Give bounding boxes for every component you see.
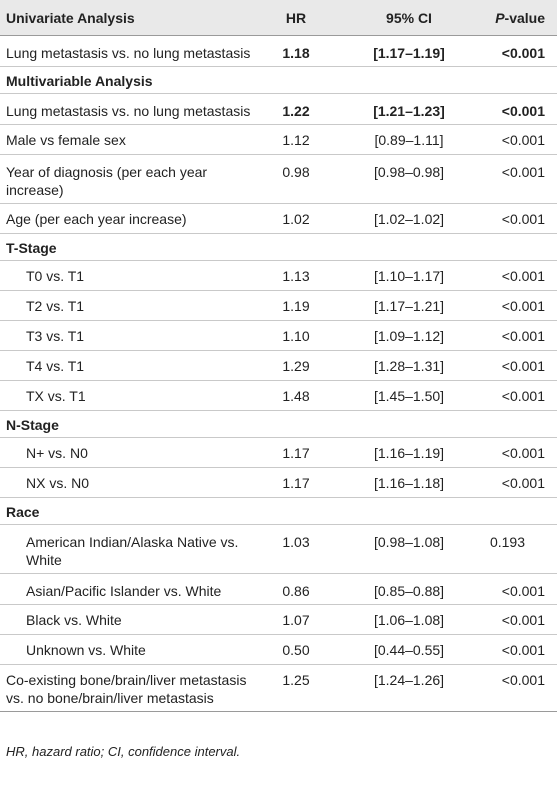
section-header: T-Stage <box>0 234 557 261</box>
table-row: Lung metastasis vs. no lung metastasis 1… <box>0 94 557 125</box>
section-header: Multivariable Analysis <box>0 67 557 94</box>
table-row: Year of diagnosis (per each year increas… <box>0 155 557 204</box>
table-row: Co-existing bone/brain/liver metastasis … <box>0 665 557 712</box>
table-row: T4 vs. T1 1.29 [1.28–1.31] <0.001 <box>0 351 557 381</box>
table-row: Lung metastasis vs. no lung metastasis 1… <box>0 36 557 67</box>
header-ci: 95% CI <box>386 9 432 26</box>
header-analysis: Univariate Analysis <box>6 9 135 26</box>
table-row: T0 vs. T1 1.13 [1.10–1.17] <0.001 <box>0 261 557 291</box>
table-row: NX vs. N0 1.17 [1.16–1.18] <0.001 <box>0 468 557 498</box>
table-row: T3 vs. T1 1.10 [1.09–1.12] <0.001 <box>0 321 557 351</box>
table-footnote: HR, hazard ratio; CI, confidence interva… <box>6 744 241 759</box>
section-header: Race <box>0 498 557 525</box>
table-row: American Indian/Alaska Native vs. White … <box>0 525 557 574</box>
section-header: N-Stage <box>0 411 557 438</box>
table-header: Univariate Analysis HR 95% CI P-value <box>0 0 557 36</box>
table-row: Age (per each year increase) 1.02 [1.02–… <box>0 204 557 234</box>
header-p-value: P-value <box>495 9 545 26</box>
results-table: Univariate Analysis HR 95% CI P-value Lu… <box>0 0 557 712</box>
table-row: Asian/Pacific Islander vs. White 0.86 [0… <box>0 574 557 605</box>
table-row: Black vs. White 1.07 [1.06–1.08] <0.001 <box>0 605 557 635</box>
table-row: N+ vs. N0 1.17 [1.16–1.19] <0.001 <box>0 438 557 468</box>
table-row: TX vs. T1 1.48 [1.45–1.50] <0.001 <box>0 381 557 411</box>
table-row: Male vs female sex 1.12 [0.89–1.11] <0.0… <box>0 125 557 155</box>
header-hr: HR <box>285 9 307 26</box>
table-row: Unknown vs. White 0.50 [0.44–0.55] <0.00… <box>0 635 557 665</box>
table-row: T2 vs. T1 1.19 [1.17–1.21] <0.001 <box>0 291 557 321</box>
